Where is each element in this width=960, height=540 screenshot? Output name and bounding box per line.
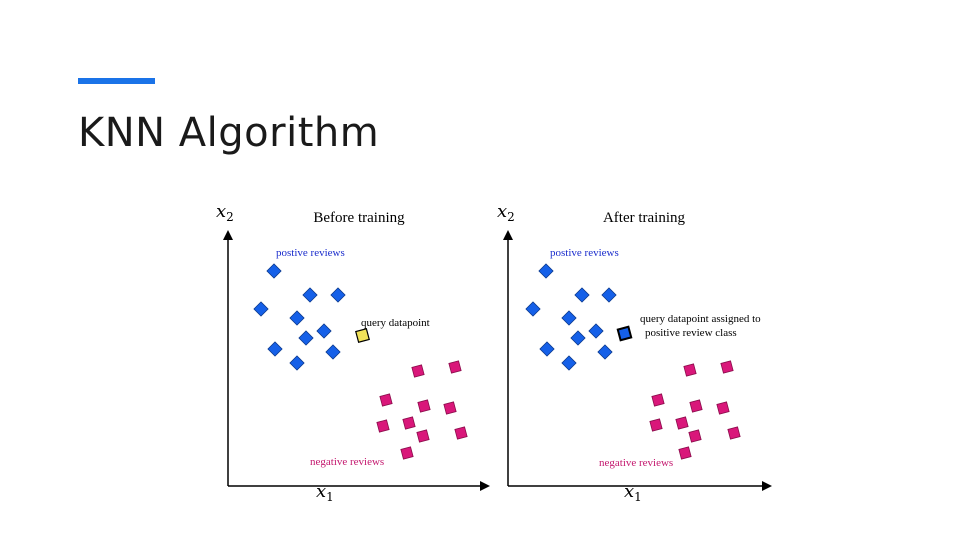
positive-reviews-label: postive reviews bbox=[550, 247, 619, 259]
positive-points bbox=[525, 263, 617, 371]
positive-point bbox=[574, 287, 590, 303]
positive-point bbox=[266, 263, 282, 279]
negative-point bbox=[675, 416, 689, 430]
positive-point bbox=[330, 287, 346, 303]
negative-point bbox=[689, 399, 703, 413]
positive-point bbox=[325, 344, 341, 360]
x-axis-label: x1 bbox=[316, 481, 334, 504]
positive-point bbox=[289, 310, 305, 326]
query-datapoint-label: query datapoint bbox=[361, 317, 430, 329]
negative-reviews-label: negative reviews bbox=[310, 456, 384, 468]
negative-point bbox=[649, 418, 663, 432]
positive-point bbox=[316, 323, 332, 339]
negative-point bbox=[443, 401, 457, 415]
negative-point bbox=[400, 446, 414, 460]
panel-title: Before training bbox=[313, 210, 405, 226]
negative-point bbox=[416, 429, 430, 443]
positive-point bbox=[597, 344, 613, 360]
positive-reviews-label: postive reviews bbox=[276, 247, 345, 259]
query-assigned-label-line-1: query datapoint assigned to bbox=[640, 313, 761, 325]
negative-point bbox=[727, 426, 741, 440]
y-axis-label: x2 bbox=[216, 201, 234, 224]
positive-point bbox=[267, 341, 283, 357]
negative-point bbox=[417, 399, 431, 413]
negative-point bbox=[688, 429, 702, 443]
query-assigned-label-line-2: positive review class bbox=[645, 327, 737, 339]
positive-point bbox=[539, 341, 555, 357]
title-accent-bar bbox=[78, 78, 155, 84]
positive-point bbox=[561, 310, 577, 326]
negative-point bbox=[454, 426, 468, 440]
positive-point bbox=[588, 323, 604, 339]
positive-point bbox=[298, 330, 314, 346]
positive-point bbox=[601, 287, 617, 303]
slide-title: KNN Algorithm bbox=[78, 110, 380, 156]
panel-title: After training bbox=[603, 210, 686, 226]
negative-point bbox=[379, 393, 393, 407]
negative-point bbox=[716, 401, 730, 415]
query-datapoint bbox=[355, 328, 370, 343]
negative-point bbox=[448, 360, 462, 374]
positive-points bbox=[253, 263, 346, 371]
negative-point bbox=[376, 419, 390, 433]
positive-point bbox=[302, 287, 318, 303]
positive-point bbox=[289, 355, 305, 371]
positive-point bbox=[525, 301, 541, 317]
positive-point bbox=[561, 355, 577, 371]
positive-point bbox=[538, 263, 554, 279]
negative-point bbox=[678, 446, 692, 460]
positive-point bbox=[570, 330, 586, 346]
x-axis-label: x1 bbox=[624, 481, 642, 504]
negative-point bbox=[683, 363, 697, 377]
query-datapoint-assigned bbox=[616, 325, 633, 342]
negative-point bbox=[402, 416, 416, 430]
negative-point bbox=[720, 360, 734, 374]
negative-points bbox=[376, 360, 468, 460]
negative-points bbox=[649, 360, 741, 460]
negative-point bbox=[651, 393, 665, 407]
y-axis-label: x2 bbox=[497, 201, 515, 224]
panel-after-training: x2 x1 After training postive reviews neg… bbox=[497, 201, 772, 504]
panel-before-training: x2 x1 Before training postive reviews ne… bbox=[216, 201, 490, 504]
negative-reviews-label: negative reviews bbox=[599, 457, 673, 469]
positive-point bbox=[253, 301, 269, 317]
negative-point bbox=[411, 364, 425, 378]
